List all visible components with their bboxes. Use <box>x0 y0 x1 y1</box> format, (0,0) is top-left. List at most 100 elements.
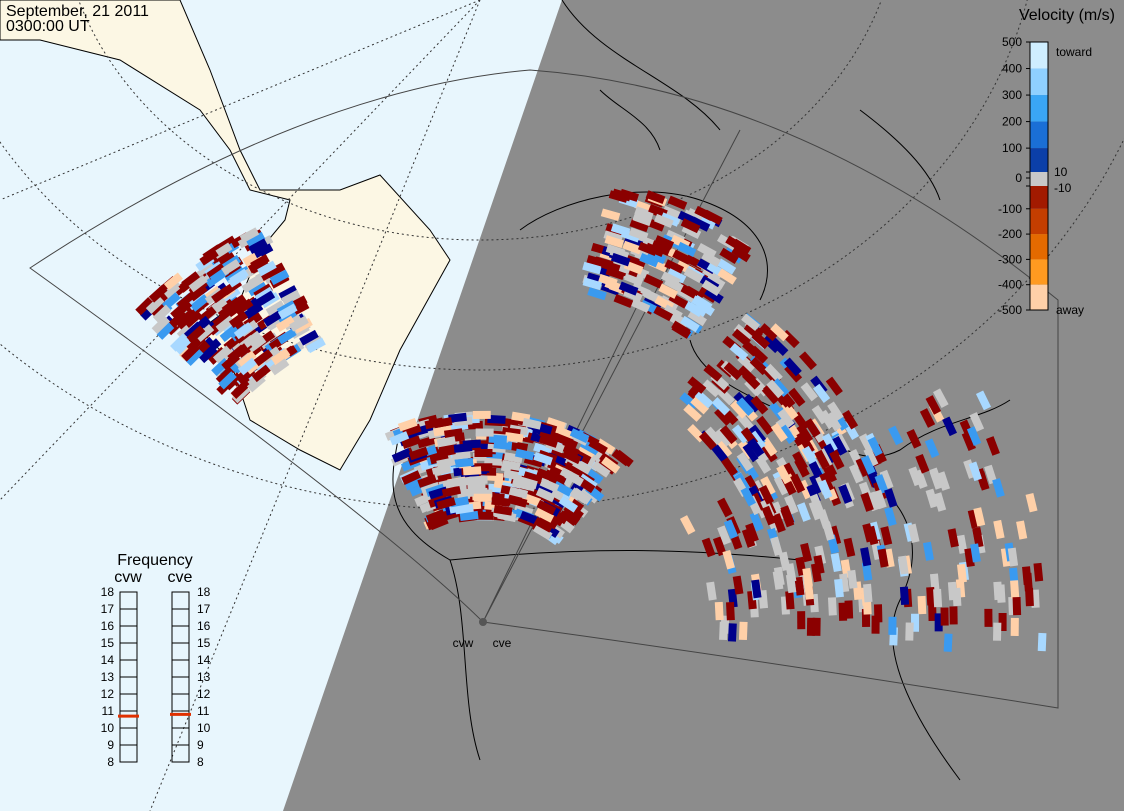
colorbar-tick-label: -10 <box>1054 181 1072 195</box>
scatter-cell <box>801 445 818 466</box>
scatter-cell <box>228 310 249 329</box>
scatter-cell <box>798 434 815 455</box>
scatter-cell <box>908 466 923 487</box>
scatter-cell <box>873 604 883 623</box>
frequency-tick-label: 11 <box>102 704 115 718</box>
scatter-cell <box>817 509 831 529</box>
scatter-cell <box>844 600 854 619</box>
scatter-cell <box>571 487 592 505</box>
scatter-cell <box>929 470 944 490</box>
scatter-cell <box>722 550 735 570</box>
scatter-cell <box>679 392 699 410</box>
scatter-cell <box>587 287 607 301</box>
frequency-tick-label: 11 <box>197 704 210 718</box>
scatter-cell <box>634 206 655 220</box>
scatter-cell <box>536 467 556 482</box>
scatter-cell <box>230 380 250 399</box>
scatter-cell <box>246 374 266 393</box>
scatter-cell <box>703 209 723 226</box>
frequency-tick-label: 9 <box>197 738 204 752</box>
scatter-cell <box>608 190 629 203</box>
scatter-cell <box>687 309 708 327</box>
scatter-cell <box>253 243 274 259</box>
scatter-cell <box>940 607 949 626</box>
colorbar-segment <box>1030 234 1048 260</box>
frequency-tick-label: 17 <box>101 602 115 616</box>
scatter-cell <box>762 334 781 354</box>
scatter-cell <box>671 322 692 339</box>
scatter-cell <box>198 344 218 364</box>
scatter-cell <box>863 447 879 467</box>
frequency-tick-label: 18 <box>197 585 211 599</box>
scatter-cell <box>429 452 449 465</box>
scatter-cell <box>687 376 707 394</box>
scatter-cell <box>504 431 524 443</box>
scatter-cell <box>770 501 786 522</box>
scatter-cell <box>269 269 290 286</box>
scatter-cell <box>984 608 993 627</box>
scatter-cell <box>829 450 845 470</box>
scatter-cell <box>278 285 299 301</box>
scatter-cell <box>731 245 751 263</box>
scatter-cell <box>474 448 493 458</box>
colorbar: 500400300200100100-10-100-200-300-400-50… <box>998 35 1072 317</box>
scatter-cell <box>462 466 482 476</box>
scatter-cell <box>595 438 616 455</box>
scatter-cell <box>750 395 769 415</box>
scatter-cell <box>622 240 642 255</box>
scatter-cell <box>899 586 910 606</box>
scatter-cell <box>503 469 523 481</box>
scatter-cell <box>749 356 769 376</box>
scatter-cell <box>770 323 789 342</box>
scatter-cell <box>949 606 958 625</box>
scatter-cell <box>848 463 864 484</box>
scatter-cell <box>1033 562 1044 582</box>
scatter-cell <box>600 208 621 222</box>
scatter-cell <box>658 283 679 299</box>
scatter-cell <box>253 349 273 367</box>
scatter-cell <box>943 633 953 652</box>
scatter-cell <box>168 310 188 329</box>
scatter-cell <box>862 523 875 543</box>
radar-site <box>479 618 487 626</box>
scatter-cell <box>884 488 898 508</box>
scatter-cell <box>717 525 732 546</box>
scatter-cell <box>588 438 608 455</box>
scatter-cell <box>737 365 757 384</box>
scatter-cell <box>1010 617 1019 636</box>
scatter-cell <box>259 265 280 281</box>
scatter-cell <box>714 427 733 447</box>
scatter-cell <box>454 457 474 468</box>
scatter-cell <box>683 403 702 422</box>
scatter-cell <box>831 435 848 456</box>
frequency-tick-label: 13 <box>197 670 211 684</box>
scatter-cell <box>501 460 521 471</box>
scatter-cell <box>277 303 298 320</box>
scatter-cell <box>683 267 704 284</box>
scatter-cell <box>425 509 446 524</box>
scatter-cell <box>630 298 651 313</box>
scatter-cell <box>582 277 603 291</box>
scatter-cell <box>173 299 193 318</box>
colorbar-frame <box>1029 41 1049 311</box>
colorbar-segment <box>1030 172 1048 186</box>
scatter-cell <box>701 279 722 296</box>
scatter-cell <box>212 345 232 364</box>
scatter-cell <box>493 504 513 516</box>
scatter-cell <box>741 528 756 548</box>
scatter-cells <box>135 188 1047 652</box>
colorbar-title: Velocity (m/s) <box>1019 7 1115 24</box>
scatter-cell <box>270 358 290 376</box>
scatter-cell <box>218 371 237 390</box>
scatter-cell <box>933 388 949 409</box>
scatter-cell <box>794 576 805 596</box>
scatter-cell <box>1037 632 1047 652</box>
scatter-cell <box>922 541 934 561</box>
scatter-cell <box>830 552 842 573</box>
scatter-cell <box>926 586 936 606</box>
time: 0300:00 UT <box>6 18 90 35</box>
scatter-cell <box>733 323 753 342</box>
scatter-cell <box>825 376 843 396</box>
scatter-cell <box>710 443 728 463</box>
scatter-cell <box>417 474 437 488</box>
